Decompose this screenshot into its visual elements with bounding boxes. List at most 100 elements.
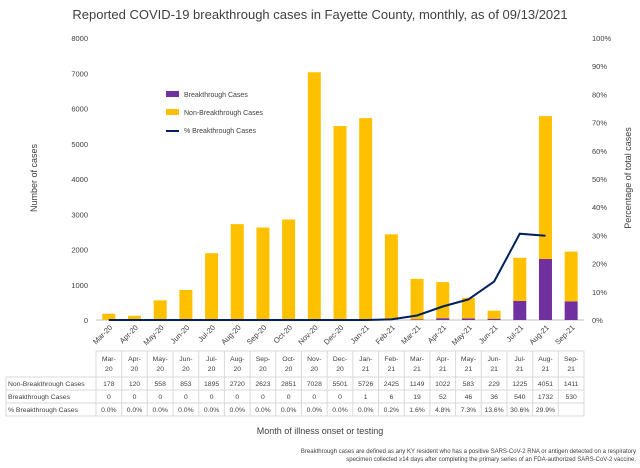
x-tick-label: Jul-21 bbox=[504, 323, 525, 344]
bar-non-breakthrough bbox=[410, 278, 424, 320]
y2-tick-label: 100% bbox=[592, 34, 612, 43]
table-cell: 178 bbox=[103, 381, 115, 388]
table-cell: 1411 bbox=[564, 381, 579, 388]
x-tick-label: May-21 bbox=[450, 323, 474, 347]
bar-non-breakthrough bbox=[538, 116, 552, 259]
y-tick-label: 2000 bbox=[71, 246, 88, 255]
table-header-cell: Jan-21 bbox=[359, 356, 372, 373]
table-cell: 0 bbox=[184, 394, 188, 401]
bar-non-breakthrough bbox=[102, 313, 116, 320]
table-cell: 0.0% bbox=[358, 407, 374, 414]
bar-breakthrough bbox=[513, 300, 527, 320]
bar-breakthrough bbox=[564, 301, 578, 320]
y2-tick-label: 70% bbox=[592, 119, 607, 128]
table-cell: 0 bbox=[287, 394, 291, 401]
table-cell: 0.0% bbox=[204, 407, 220, 414]
bar-breakthrough bbox=[410, 319, 424, 320]
table-cell: 2851 bbox=[281, 381, 296, 388]
table-header-cell: Apr-21 bbox=[436, 356, 449, 373]
y2-tick-label: 40% bbox=[592, 203, 607, 212]
x-tick-label: Sep-21 bbox=[553, 323, 576, 346]
bar-breakthrough bbox=[487, 318, 501, 320]
y-tick-label: 3000 bbox=[71, 210, 88, 219]
table-cell: 1225 bbox=[512, 381, 527, 388]
y2-tick-label: 80% bbox=[592, 90, 607, 99]
bar-non-breakthrough bbox=[307, 72, 321, 320]
legend-label: Non-Breakthrough Cases bbox=[184, 110, 263, 117]
bar-non-breakthrough bbox=[128, 315, 142, 320]
x-tick-label: May-20 bbox=[142, 323, 166, 347]
table-cell: 0 bbox=[158, 394, 162, 401]
y2-tick-label: 0% bbox=[592, 316, 603, 325]
bar-non-breakthrough bbox=[359, 118, 373, 320]
table-header-cell: May-20 bbox=[153, 356, 168, 373]
table-cell: 1732 bbox=[538, 394, 553, 401]
table-cell: 229 bbox=[488, 381, 500, 388]
table-cell: 853 bbox=[180, 381, 192, 388]
x-tick-label: Jul-20 bbox=[196, 323, 217, 344]
table-cell: 0.0% bbox=[152, 407, 168, 414]
table-header-cell: Feb-21 bbox=[384, 356, 398, 373]
bar-non-breakthrough bbox=[461, 297, 475, 319]
x-tick-label: Dec-20 bbox=[322, 323, 345, 346]
x-tick-label: Apr-20 bbox=[118, 323, 140, 345]
y-tick-label: 1000 bbox=[71, 281, 88, 290]
table-cell: 0 bbox=[338, 394, 342, 401]
table-cell: 6 bbox=[389, 394, 393, 401]
footnote-line-1: Breakthrough cases are defined as any KY… bbox=[301, 449, 636, 455]
table-cell: 1 bbox=[364, 394, 368, 401]
table-cell: 0 bbox=[133, 394, 137, 401]
plot-area: 0 1000 2000 3000 4000 5000 6000 7000 8000 0% 10% 20… bbox=[71, 34, 611, 347]
table-header-cell: Jun-21 bbox=[487, 356, 500, 373]
table-cell: 0.0% bbox=[230, 407, 246, 414]
table-cell: 5501 bbox=[332, 381, 347, 388]
table-cell: 0 bbox=[261, 394, 265, 401]
table-cell: 0.0% bbox=[332, 407, 348, 414]
table-header-cell: Aug-21 bbox=[538, 356, 552, 373]
bar-non-breakthrough bbox=[333, 126, 347, 320]
bar-non-breakthrough bbox=[256, 227, 270, 320]
x-tick-label: Feb-21 bbox=[374, 323, 397, 346]
y2-tick-label: 10% bbox=[592, 288, 607, 297]
bar-non-breakthrough bbox=[487, 310, 501, 319]
table-cell: 0.0% bbox=[281, 407, 297, 414]
table-cell: 36 bbox=[490, 394, 498, 401]
y-tick-label: 7000 bbox=[71, 69, 88, 78]
y-tick-label: 8000 bbox=[71, 34, 88, 43]
table-header-cell: Jul-21 bbox=[514, 356, 525, 373]
table-header-cell: May-21 bbox=[461, 356, 476, 373]
chart-title: Reported COVID-19 breakthrough cases in … bbox=[72, 7, 567, 22]
table-header-cell: Aug-20 bbox=[230, 356, 244, 373]
y2-tick-label: 50% bbox=[592, 175, 607, 184]
table-cell: 4.8% bbox=[435, 407, 451, 414]
table-cell: 0.0% bbox=[127, 407, 143, 414]
table-cell: 583 bbox=[463, 381, 475, 388]
y-tick-label: 5000 bbox=[71, 140, 88, 149]
bar-breakthrough bbox=[436, 318, 450, 320]
y2-axis-title: Percentage of total cases bbox=[623, 127, 633, 229]
table-cell: 29.9% bbox=[536, 407, 555, 414]
table-header-cell: Oct-20 bbox=[282, 356, 295, 373]
table-cell: 30.6% bbox=[510, 407, 529, 414]
table-header-cell: Apr-20 bbox=[128, 356, 141, 373]
table-cell: 13.6% bbox=[484, 407, 503, 414]
table-cell: 4051 bbox=[538, 381, 553, 388]
bar-non-breakthrough bbox=[513, 257, 527, 301]
bar-breakthrough bbox=[461, 318, 475, 320]
table-cell: 1022 bbox=[435, 381, 450, 388]
x-tick-label: Jan-21 bbox=[349, 323, 372, 346]
table-header-cell: Sep-20 bbox=[256, 356, 270, 373]
table-cell: 46 bbox=[465, 394, 473, 401]
table-cell: 2425 bbox=[384, 381, 399, 388]
bar-non-breakthrough bbox=[179, 289, 193, 320]
x-tick-label: Nov-20 bbox=[296, 323, 319, 346]
legend-label: % Breakthrough Cases bbox=[184, 128, 256, 135]
table-cell: 2720 bbox=[230, 381, 245, 388]
table-cell: 0.2% bbox=[384, 407, 400, 414]
table-header-cell: Mar-20 bbox=[102, 356, 116, 373]
table-cell: 0 bbox=[210, 394, 214, 401]
data-table: Mar-20 Apr-20 May-20 Jun-20 Jul-20 Aug-20 Sep-… bbox=[5, 350, 585, 417]
x-tick-label: Jun-21 bbox=[477, 323, 500, 346]
bar-non-breakthrough bbox=[436, 282, 450, 319]
